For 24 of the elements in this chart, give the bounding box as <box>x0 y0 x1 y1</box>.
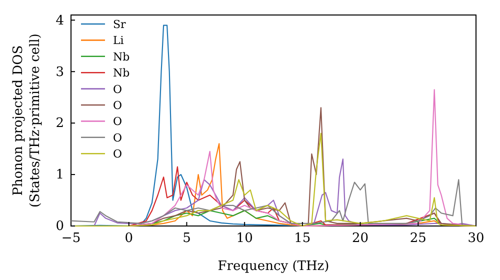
legend-label: Li <box>113 34 124 48</box>
legend-label: O <box>113 99 122 112</box>
legend-label: Sr <box>113 18 127 31</box>
legend-label: O <box>113 131 122 144</box>
legend-label: O <box>113 148 122 161</box>
x-tick-label: 0 <box>124 231 133 246</box>
y-tick-label: 1 <box>56 168 64 183</box>
legend-label: Nb <box>113 66 130 80</box>
x-tick-label: 25 <box>410 231 426 246</box>
x-tick-label: 5 <box>182 231 191 246</box>
x-tick-label: −5 <box>61 231 81 246</box>
x-axis-title: Frequency (THz) <box>218 259 330 274</box>
legend-label: O <box>113 115 122 128</box>
y-tick-label: 2 <box>56 116 64 132</box>
legend-label: O <box>113 82 122 96</box>
y-tick-label: 0 <box>56 219 64 234</box>
legend-label: Nb <box>113 50 130 64</box>
x-tick-label: 30 <box>468 231 484 246</box>
y-tick-label: 4 <box>56 13 64 28</box>
x-tick-label: 15 <box>294 231 311 246</box>
x-tick-label: 20 <box>352 231 369 246</box>
x-tick-label: 10 <box>236 231 253 246</box>
y-tick-label: 3 <box>56 64 64 80</box>
y-axis-title: Phonon projected DOS (States/THz·primitive cell) <box>11 33 43 208</box>
